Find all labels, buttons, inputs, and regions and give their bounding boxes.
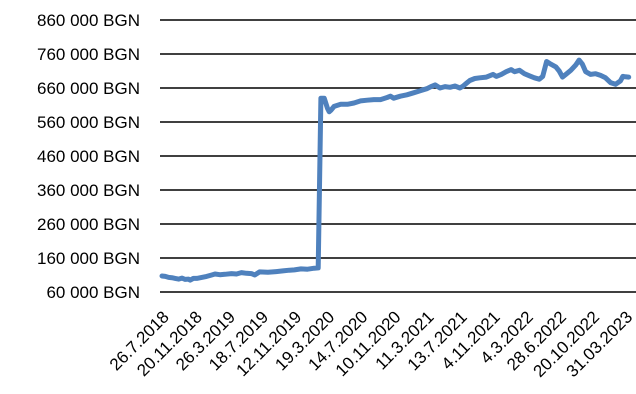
y-tick-label: 760 000 BGN [37,45,140,64]
y-tick-label: 360 000 BGN [37,181,140,200]
y-tick-label: 660 000 BGN [37,79,140,98]
y-tick-label: 60 000 BGN [46,283,140,302]
y-tick-label: 860 000 BGN [37,11,140,30]
y-tick-label: 560 000 BGN [37,113,140,132]
y-axis-tick-labels: 860 000 BGN 760 000 BGN 660 000 BGN 560 000… [37,11,140,302]
x-axis-tick-labels: 26.7.201820.11.201826.3.201918.7.201912.… [106,307,636,381]
series-line [159,57,632,283]
gridlines [160,19,636,293]
y-tick-label: 160 000 BGN [37,249,140,268]
y-tick-label: 460 000 BGN [37,147,140,166]
y-tick-label: 260 000 BGN [37,215,140,234]
